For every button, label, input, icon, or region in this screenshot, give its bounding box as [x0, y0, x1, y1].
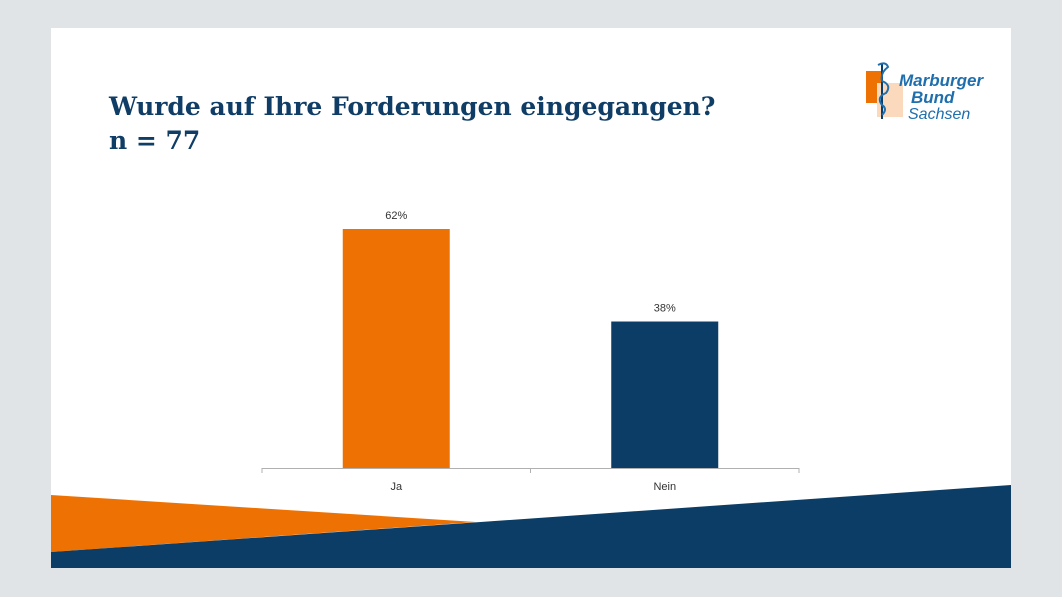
bar-ja — [342, 229, 450, 468]
logo-text-line3: Sachsen — [908, 106, 970, 123]
data-label-nein: 38% — [654, 303, 676, 315]
navy-band — [51, 485, 1011, 568]
marburger-bund-logo: Marburger Bund Sachsen — [866, 62, 984, 123]
bar-nein — [611, 321, 719, 468]
logo-text-line2: Bund — [911, 88, 955, 107]
orange-band — [51, 495, 476, 552]
logo-text-line1: Marburger — [899, 71, 984, 90]
bar-chart: 62% Ja 38% Nein — [261, 210, 800, 493]
slide: Wurde auf Ihre Forderungen eingegangen? … — [51, 28, 1011, 568]
x-tick-label-nein: Nein — [653, 481, 676, 493]
slide-title: Wurde auf Ihre Forderungen eingegangen? … — [109, 90, 715, 158]
title-question: Wurde auf Ihre Forderungen eingegangen? — [109, 92, 716, 121]
data-label-ja: 62% — [385, 210, 407, 222]
x-tick-label-ja: Ja — [390, 481, 403, 493]
sample-size: n = 77 — [109, 126, 201, 155]
decorative-footer-bands — [51, 485, 1011, 568]
